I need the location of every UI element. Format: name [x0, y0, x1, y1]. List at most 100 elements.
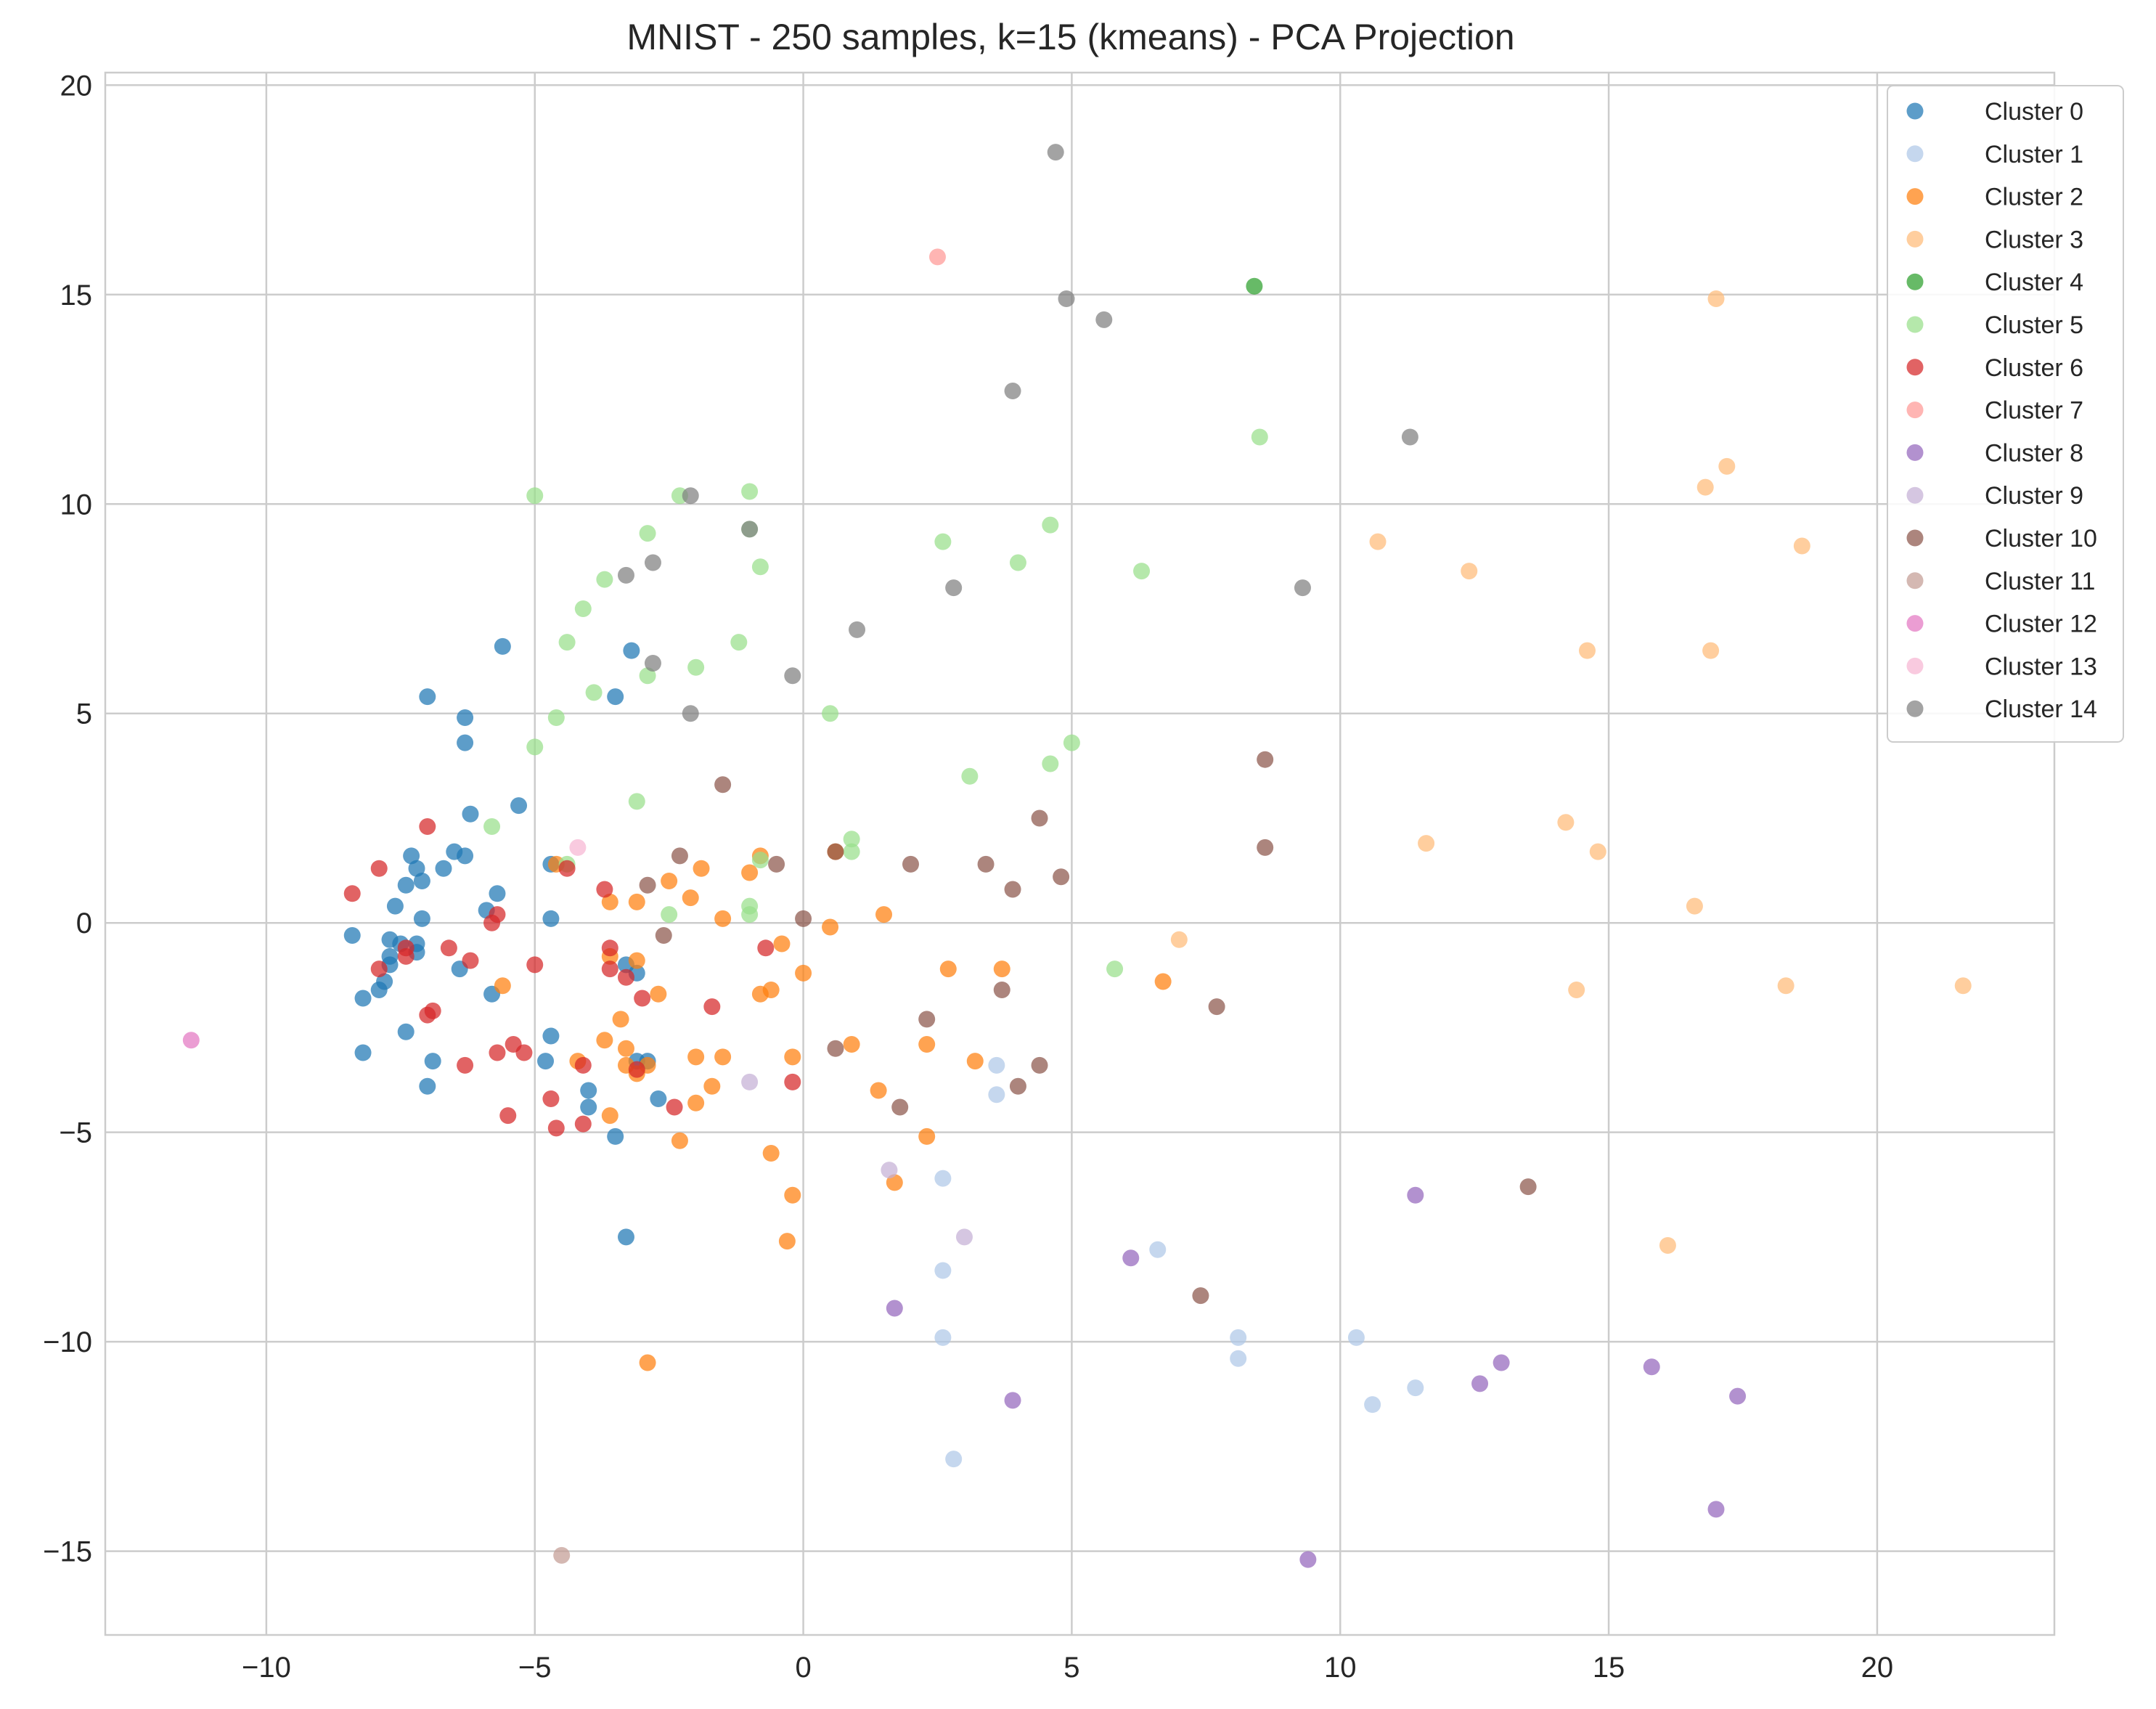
series-13 — [569, 839, 587, 856]
legend-label: Cluster 10 — [1985, 525, 2097, 552]
data-point — [574, 1056, 592, 1074]
grid-lines — [105, 73, 2054, 1635]
data-point — [580, 1082, 597, 1099]
data-point — [628, 793, 645, 810]
data-point — [661, 906, 678, 923]
data-point — [370, 960, 388, 978]
data-point — [843, 843, 860, 860]
data-point — [617, 1228, 634, 1246]
data-point — [1042, 516, 1059, 534]
data-point — [419, 1006, 436, 1024]
data-point — [403, 847, 420, 865]
data-point — [489, 885, 506, 902]
data-point — [457, 1056, 474, 1074]
data-point — [462, 805, 479, 823]
tick-labels: −10 −5 0 5 10 15 20 −15 −10 −5 0 5 10 15 20 — [43, 70, 1893, 1684]
data-point — [644, 554, 661, 571]
data-point — [499, 1107, 517, 1125]
legend-label: Cluster 12 — [1985, 611, 2097, 638]
data-point — [1095, 311, 1113, 328]
data-point — [730, 634, 748, 651]
data-point — [1686, 897, 1703, 915]
data-point — [1299, 1551, 1317, 1568]
data-point — [1230, 1329, 1247, 1346]
y-tick-label: 20 — [60, 70, 93, 102]
data-point — [617, 968, 634, 986]
series-0 — [343, 637, 667, 1246]
data-point — [1461, 563, 1478, 580]
series-9 — [741, 1073, 973, 1246]
data-point — [918, 1127, 936, 1145]
data-point — [703, 998, 721, 1016]
legend-label: Cluster 1 — [1985, 141, 2083, 168]
data-point — [955, 1228, 973, 1246]
data-point — [1251, 428, 1268, 446]
series-8 — [886, 1186, 1747, 1568]
data-point — [655, 927, 672, 945]
data-point — [542, 1090, 560, 1108]
data-point — [1133, 563, 1151, 580]
data-point — [1009, 554, 1026, 571]
data-point — [1707, 290, 1725, 308]
data-point — [661, 873, 678, 890]
data-point — [682, 487, 699, 505]
data-point — [687, 1094, 705, 1112]
data-point — [628, 952, 645, 969]
data-point — [408, 860, 425, 877]
data-point — [961, 767, 979, 785]
data-point — [601, 893, 618, 910]
data-point — [988, 1056, 1005, 1074]
series-7 — [928, 248, 946, 266]
data-point — [886, 1174, 903, 1191]
y-tick-label: −10 — [43, 1326, 92, 1358]
data-point — [1369, 533, 1387, 550]
data-point — [634, 990, 651, 1007]
data-point — [741, 483, 759, 500]
data-point — [1729, 1387, 1747, 1405]
data-point — [741, 897, 759, 915]
data-point — [596, 571, 613, 588]
data-point — [1407, 1186, 1424, 1204]
data-point — [1192, 1287, 1209, 1305]
data-point — [462, 952, 479, 969]
legend-marker — [1906, 444, 1924, 461]
series-4 — [1246, 277, 1263, 295]
data-point — [1208, 998, 1225, 1016]
data-point — [457, 734, 474, 751]
legend-label: Cluster 7 — [1985, 397, 2083, 425]
data-point — [354, 990, 372, 1007]
data-point — [343, 885, 361, 902]
data-point — [693, 860, 710, 877]
legend-marker — [1906, 401, 1924, 419]
data-point — [822, 705, 839, 722]
data-point — [343, 927, 361, 945]
data-point — [483, 914, 501, 931]
data-point — [440, 939, 457, 957]
data-point — [526, 738, 544, 756]
data-point — [558, 634, 576, 651]
legend-marker — [1906, 273, 1924, 290]
legend-marker — [1906, 529, 1924, 547]
x-tick-label: 5 — [1063, 1652, 1079, 1684]
data-point — [644, 654, 661, 672]
legend-marker — [1906, 700, 1924, 717]
legend-label: Cluster 3 — [1985, 226, 2083, 253]
data-point — [547, 1119, 565, 1137]
data-point — [558, 860, 576, 877]
data-point — [419, 817, 436, 835]
data-point — [457, 709, 474, 726]
data-point — [773, 935, 791, 953]
data-point — [1401, 428, 1418, 446]
data-point — [628, 1061, 645, 1078]
data-point — [682, 705, 699, 722]
data-point — [537, 1053, 555, 1070]
data-point — [1004, 1392, 1021, 1409]
data-point — [628, 893, 645, 910]
data-point — [542, 910, 560, 927]
data-point — [1643, 1358, 1660, 1376]
data-point — [1696, 478, 1714, 496]
data-point — [612, 1011, 629, 1028]
data-point — [784, 1186, 801, 1204]
data-point — [671, 1132, 688, 1149]
legend-label: Cluster 8 — [1985, 439, 2083, 467]
